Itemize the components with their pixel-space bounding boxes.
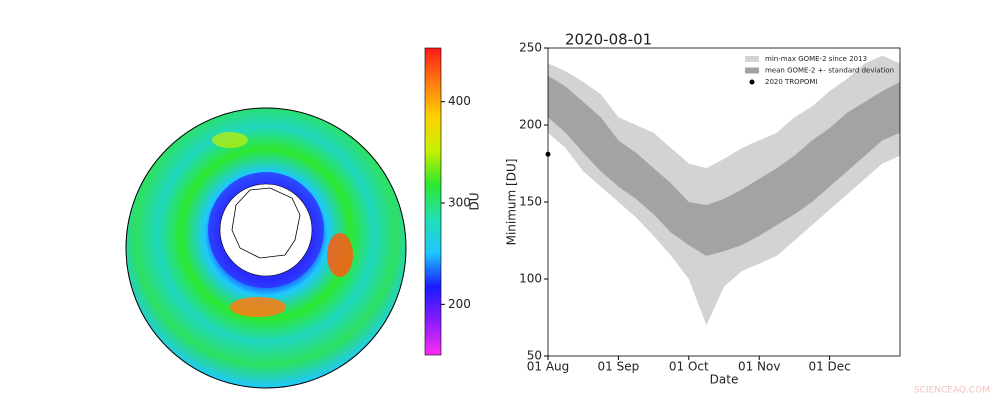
legend-label: 2020 TROPOMI: [765, 78, 818, 86]
colorbar-scale: [424, 47, 442, 356]
x-tick-label: 01 Nov: [738, 360, 781, 374]
x-axis-label: Date: [710, 373, 739, 387]
colorbar-label: DU: [468, 192, 482, 210]
band-area: [548, 55, 900, 326]
band-area: [548, 75, 900, 256]
colorbar-tick-label: 400: [448, 94, 471, 108]
legend-swatch: [745, 67, 759, 74]
x-tick-label: 01 Dec: [808, 360, 850, 374]
y-tick-label: 100: [519, 272, 542, 286]
y-tick-label: 150: [519, 195, 542, 209]
map: [125, 107, 407, 389]
x-tick-label: 01 Aug: [527, 360, 570, 374]
y-tick-label: 250: [519, 41, 542, 55]
legend-swatch: [745, 56, 759, 62]
legend-label: mean GOME-2 +- standard deviation: [765, 67, 894, 75]
y-tick-label: 200: [519, 118, 542, 132]
legend-label: min-max GOME-2 since 2013: [765, 55, 867, 63]
x-tick-label: 01 Oct: [669, 360, 709, 374]
y-tick-label: 50: [527, 349, 542, 363]
chart-title: 2020-08-01: [565, 31, 652, 49]
colorbar-tick-label: 300: [448, 196, 471, 210]
y-axis-label: Minimum [DU]: [505, 159, 519, 246]
x-tick-label: 01 Sep: [598, 360, 640, 374]
line-chart: 50 100 150 200 250 01 Aug 01 Sep 01 Oct 01 Nov 01…: [505, 31, 901, 387]
legend-swatch: [749, 79, 755, 85]
colorbar-tick-label: 200: [448, 297, 471, 311]
watermark: SCIENCEAQ.COM: [914, 386, 990, 396]
colorbar: 200 300 400 DU: [424, 47, 482, 356]
